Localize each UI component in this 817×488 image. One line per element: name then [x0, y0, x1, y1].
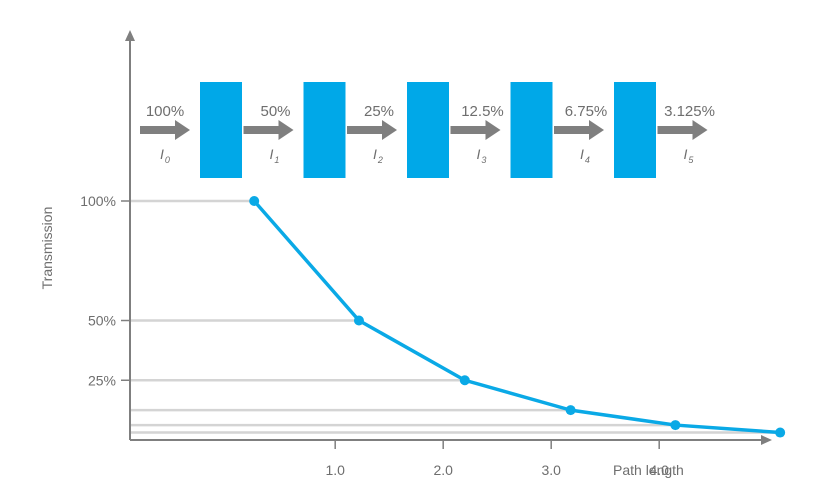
arrow-head-0	[175, 120, 190, 140]
arrow-shaft-1	[243, 126, 281, 134]
transmission-percent-label-4: 6.75%	[565, 103, 608, 120]
arrow-head-3	[485, 120, 501, 140]
axis-labels: Transmission Path length	[39, 207, 684, 478]
data-point-2	[459, 375, 470, 386]
x-tick-label-2: 3.0	[541, 462, 561, 478]
transmission-percent-label-0: 100%	[146, 103, 184, 120]
x-tick-label-1: 2.0	[433, 462, 453, 478]
absorbing-block-4	[614, 82, 656, 178]
x-axis-arrow	[761, 435, 772, 445]
data-point-1	[353, 315, 364, 326]
arrow-shaft-4	[554, 126, 591, 134]
absorbing-block-3	[510, 82, 553, 178]
data-point-0	[249, 196, 260, 206]
transmission-percent-label-1: 50%	[260, 103, 290, 120]
transmission-percent-label-5: 3.125%	[664, 103, 715, 120]
arrow-head-1	[278, 120, 294, 140]
attenuation-diagram: 100% I0 50% I1 25% I2 12.5% I3 6.75% I4 3.125% I5	[140, 82, 715, 178]
data-point-4	[670, 420, 681, 431]
arrow-shaft-2	[347, 126, 384, 134]
absorbing-block-1	[303, 82, 346, 178]
arrow-shaft-3	[450, 126, 488, 134]
intensity-label-4: I4	[580, 146, 590, 165]
arrow-head-4	[589, 120, 604, 140]
intensity-label-1: I1	[270, 146, 280, 165]
y-tick-label-2: 25%	[88, 372, 116, 388]
y-axis-title: Transmission	[39, 207, 55, 290]
intensity-label-3: I3	[477, 146, 487, 165]
arrow-shaft-0	[140, 126, 177, 134]
series-line	[252, 199, 782, 435]
axes: 1.0 2.0 3.0 4.0 100% 50% 25%	[80, 30, 772, 478]
data-point-3	[565, 405, 576, 416]
x-axis-title: Path length	[613, 462, 684, 478]
intensity-label-0: I0	[160, 146, 170, 165]
guide-lines	[130, 199, 781, 434]
x-tick-label-0: 1.0	[325, 462, 345, 478]
data-point-5	[775, 427, 786, 438]
y-tick-label-0: 100%	[80, 193, 116, 209]
arrow-shaft-5	[657, 126, 695, 134]
absorbing-block-0	[200, 82, 242, 178]
transmission-percent-label-2: 25%	[364, 103, 394, 120]
intensity-label-2: I2	[373, 146, 383, 165]
arrow-head-2	[382, 120, 397, 140]
x-tick-label-3: 4.0	[649, 462, 669, 478]
y-tick-label-1: 50%	[88, 313, 116, 329]
series-transmission	[249, 196, 786, 438]
intensity-label-5: I5	[684, 146, 695, 165]
y-axis-arrow	[125, 30, 135, 41]
absorbing-block-2	[407, 82, 449, 178]
arrow-head-5	[692, 120, 708, 140]
transmission-percent-label-3: 12.5%	[461, 103, 504, 120]
